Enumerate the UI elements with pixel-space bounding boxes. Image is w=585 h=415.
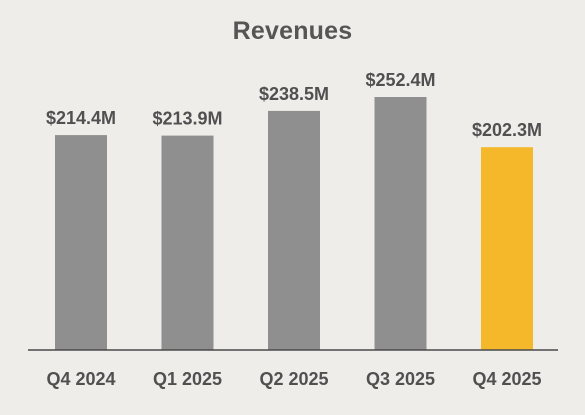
x-tick-label: Q4 2025	[472, 369, 541, 389]
bar-value-label: $214.4M	[46, 108, 116, 128]
bar-q3-2025	[374, 97, 427, 350]
bar-q2-2025	[268, 110, 320, 351]
x-tick-label: Q2 2025	[259, 369, 328, 389]
value-labels-layer: $214.4M $213.9M $238.5M $252.4M $202.3M	[46, 70, 542, 140]
bar-q4-2025	[481, 147, 533, 350]
bar-value-label: $238.5M	[259, 84, 329, 104]
bar-q4-2024	[55, 135, 107, 350]
bar-q1-2025	[161, 135, 214, 350]
chart-title: Revenues	[232, 17, 353, 45]
x-tick-label: Q1 2025	[153, 369, 222, 389]
bar-value-label: $202.3M	[472, 120, 542, 140]
bar-value-label: $213.9M	[152, 109, 222, 129]
category-labels-layer: Q4 2024 Q1 2025 Q2 2025 Q3 2025 Q4 2025	[46, 369, 541, 389]
x-tick-label: Q4 2024	[46, 369, 115, 389]
bars-layer	[55, 97, 533, 351]
x-tick-label: Q3 2025	[366, 369, 435, 389]
bar-value-label: $252.4M	[365, 70, 435, 90]
